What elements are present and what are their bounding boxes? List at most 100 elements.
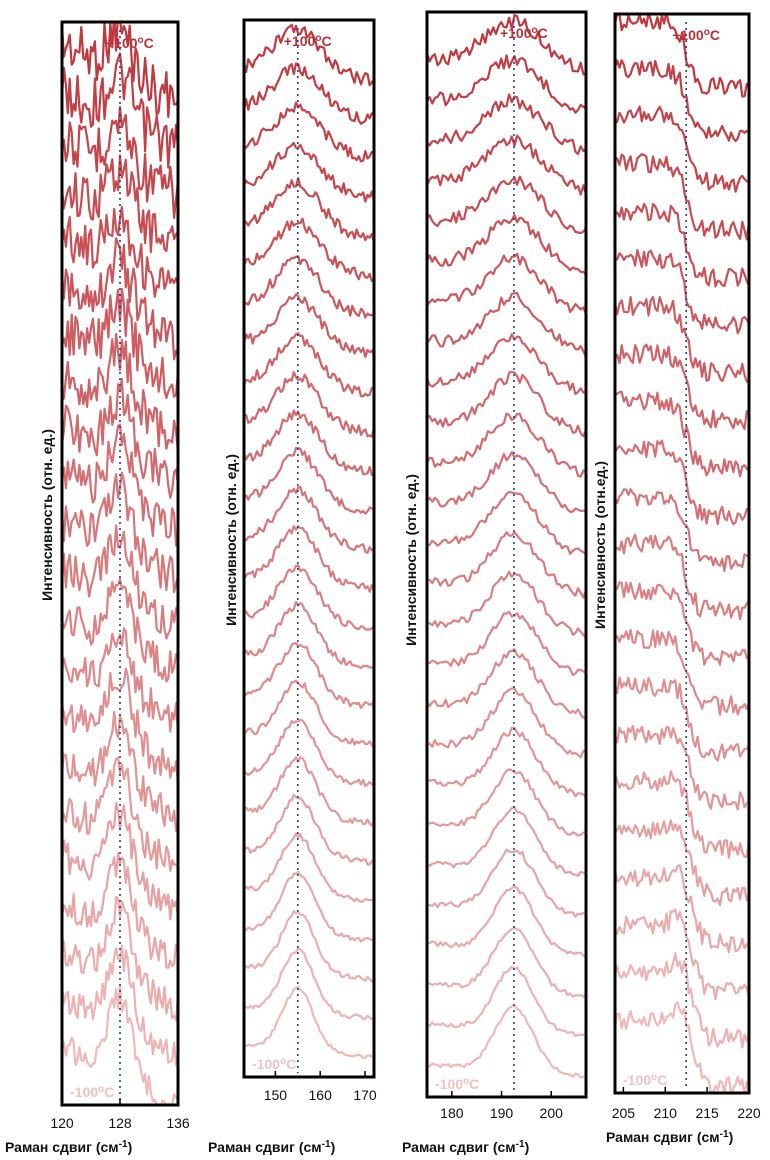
spectrum-line [62, 471, 178, 594]
spectrum-line [427, 647, 586, 719]
spectrum-line [615, 1000, 749, 1093]
x-tick-label: 150 [264, 1087, 288, 1103]
spectrum-line [615, 105, 749, 193]
spectrum-line [615, 488, 749, 573]
spectrum-line [427, 93, 586, 155]
spectrum-line [244, 909, 374, 983]
spectrum-line [244, 101, 374, 163]
spectrum-line [427, 610, 586, 677]
spectrum-line [62, 154, 178, 254]
spectrum-line [244, 600, 374, 670]
spectrum-line [244, 177, 374, 243]
spectrum-line [427, 965, 586, 1038]
spectrum-line [244, 255, 374, 319]
spectrum-line [62, 288, 178, 400]
spectrum-line [244, 985, 374, 1060]
x-tick-label: 136 [166, 1115, 190, 1131]
spectrum-line [427, 451, 586, 513]
x-tick-label: 180 [440, 1105, 464, 1121]
temp-top-label: +100oC [106, 35, 154, 51]
spectrum-line [244, 217, 374, 283]
spectrum-line [427, 885, 586, 957]
spectrum-line [244, 525, 374, 593]
spectrum-line [427, 54, 586, 114]
spectrum-line [244, 332, 374, 398]
spectrum-line [244, 870, 374, 943]
x-tick-label: 220 [737, 1105, 761, 1121]
spectrum-line [427, 134, 586, 196]
spectrum-line [244, 141, 374, 203]
spectrum-line [615, 249, 749, 335]
spectrum-line [427, 530, 586, 599]
temp-bottom-label: -100oC [435, 1076, 479, 1092]
spectrum-line [62, 52, 178, 169]
spectrum-line [615, 439, 749, 526]
spectrum-line [62, 756, 178, 873]
spectrum-line [615, 581, 749, 666]
spectrum-line [62, 333, 178, 454]
spectrum-line [427, 687, 586, 759]
temp-top-label: +100oC [672, 27, 720, 43]
spectrum-line [615, 343, 749, 431]
spectrum-line [244, 293, 374, 358]
temp-top-label: +100oC [500, 25, 548, 41]
panel-frame [613, 12, 751, 1095]
spectrum-line [244, 409, 374, 476]
spectrum-line [427, 806, 586, 877]
x-axis-label: Раман сдвиг (см-1) [606, 1129, 733, 1145]
x-tick-label: 205 [612, 1105, 636, 1121]
panel-3: +100oC -100oC 180 190 200 Раман сдвиг (см-1) И… [402, 10, 588, 1155]
spectrum-line [427, 13, 586, 76]
temp-bottom-label: -100oC [623, 1072, 667, 1088]
spectrum-line [427, 214, 586, 276]
spectrum-line [615, 202, 749, 288]
spectrum-line [244, 371, 374, 438]
spectrum-line [427, 1004, 586, 1079]
y-axis-label: Интенсивность (отн. ед.) [403, 474, 419, 646]
panel-frame [242, 18, 376, 1079]
x-tick-label: 215 [695, 1105, 719, 1121]
panel-frame [425, 10, 588, 1099]
spectrum-line [62, 895, 178, 1022]
spectrum-line [427, 252, 586, 315]
spectrum-line [615, 533, 749, 621]
spectrum-line [62, 627, 178, 733]
spectrum-line [427, 412, 586, 478]
spectrum-line [244, 62, 374, 125]
spectrum-line [427, 175, 586, 235]
x-tick-label: 200 [540, 1105, 564, 1121]
spectrum-line [244, 793, 374, 866]
spectrum-line [62, 105, 178, 219]
temp-bottom-label: -100oC [252, 1056, 296, 1072]
x-tick-label: 120 [50, 1115, 74, 1131]
spectrum-line [62, 22, 178, 119]
spectrum-line [244, 946, 374, 1022]
y-axis-label: Интенсивность (отн.ед.) [592, 461, 608, 629]
spectrum-line [427, 370, 586, 438]
spectrum-line [615, 628, 749, 716]
spectrum-line [615, 770, 749, 859]
spectrum-line [427, 726, 586, 798]
spectrum-line [615, 724, 749, 811]
temp-top-label: +100oC [284, 33, 332, 49]
series-group [615, 14, 749, 1093]
x-tick-label: 160 [309, 1087, 333, 1103]
series-group [244, 23, 374, 1060]
x-tick-label: 210 [654, 1105, 678, 1121]
y-axis-label: Интенсивность (отн. ед.) [39, 429, 55, 601]
spectrum-line [244, 23, 374, 87]
spectrum-line [244, 564, 374, 631]
spectrum-line [615, 676, 749, 762]
panel-2: +100oC -100oC 150 160 170 Раман сдвиг (см-1) И… [208, 18, 377, 1155]
x-axis-label: Раман сдвиг (см-1) [402, 1139, 529, 1155]
spectrum-line [615, 863, 749, 954]
spectrum-line [615, 295, 749, 383]
spectrum-line [244, 679, 374, 749]
spectrum-line [62, 205, 178, 298]
spectrum-line [62, 237, 178, 361]
spectrum-line [244, 446, 374, 515]
x-tick-label: 170 [353, 1087, 377, 1103]
x-axis-label: Раман сдвиг (см-1) [5, 1139, 132, 1155]
